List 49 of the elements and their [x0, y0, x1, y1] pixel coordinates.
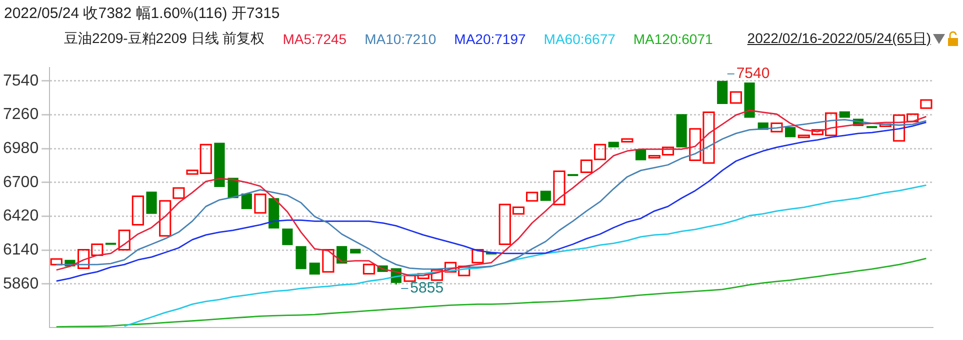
- y-tick-label: 7260: [3, 106, 39, 124]
- text: 2022/02/16-2022/05/24(65日): [747, 30, 931, 48]
- text: MA60:6677: [544, 31, 616, 47]
- text: MA5:7245: [282, 31, 347, 47]
- candlestick: [635, 149, 646, 160]
- candlestick: [268, 198, 280, 229]
- y-tick-label: 6700: [3, 174, 39, 191]
- candlestick: [159, 200, 172, 237]
- candlestick: [730, 91, 742, 104]
- candlestick: [770, 122, 783, 132]
- y-tick-label: 6140: [3, 241, 39, 258]
- candlestick: [472, 248, 484, 264]
- candlestick: [553, 170, 566, 206]
- candlestick: [296, 246, 306, 270]
- candlestick: [744, 82, 755, 118]
- candlestick: [336, 246, 348, 264]
- candlestick: [784, 127, 796, 138]
- candlestick: [350, 248, 361, 254]
- candlestick: [118, 230, 130, 250]
- y-tick-label: 5860: [3, 275, 39, 292]
- chart-subtitle: 豆油2209-豆粕2209 日线 前复权: [64, 30, 265, 48]
- annotation: 5855: [410, 280, 444, 297]
- candlestick: [621, 138, 634, 143]
- candlestick: [608, 142, 619, 148]
- candlestick: [214, 142, 225, 187]
- candlestick: [526, 192, 538, 202]
- annotation: 7540: [736, 65, 770, 82]
- candlestick: [676, 114, 687, 148]
- candlestick: [309, 262, 320, 275]
- candlestick: [362, 264, 376, 274]
- candlestick: [172, 187, 185, 199]
- candlestick: [254, 194, 266, 214]
- candlestick: [50, 258, 62, 266]
- candlestick: [540, 190, 551, 201]
- candlestick: [146, 192, 157, 214]
- text: MA20:7197: [454, 31, 526, 47]
- y-tick-label: 6980: [3, 140, 39, 157]
- candlestick: [241, 194, 252, 210]
- text: MA120:6071: [633, 31, 713, 47]
- candlestick: [322, 248, 334, 273]
- candlestick: [920, 99, 932, 109]
- y-tick-label: 6420: [3, 208, 39, 225]
- candlestick: [132, 196, 144, 226]
- candlestick: [282, 228, 293, 246]
- candlestick: [717, 80, 728, 104]
- text: MA10:7210: [364, 31, 436, 47]
- chart-title: 2022/05/24 收7382 幅1.60%(116) 开7315: [4, 4, 280, 23]
- candlestick: [839, 111, 850, 118]
- y-tick-label: 7540: [3, 72, 39, 90]
